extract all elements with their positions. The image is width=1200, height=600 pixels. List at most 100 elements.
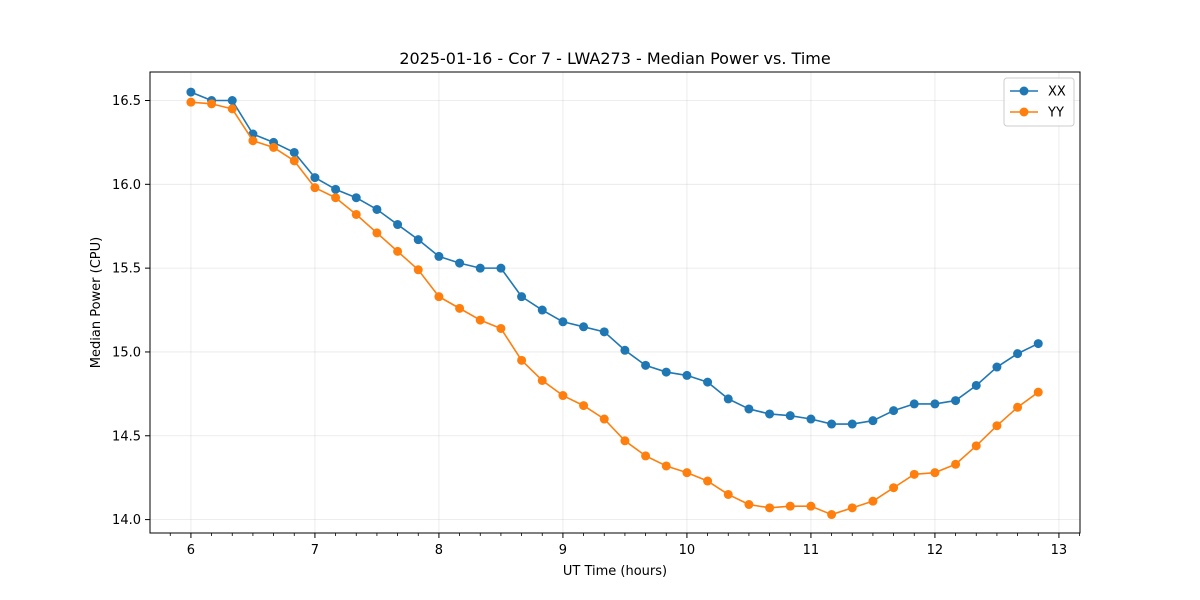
- data-point-xx: [372, 204, 382, 214]
- data-point-xx: [889, 406, 899, 416]
- data-point-yy: [703, 476, 713, 486]
- data-point-yy: [930, 468, 940, 478]
- data-point-xx: [455, 258, 465, 268]
- data-point-yy: [765, 503, 775, 513]
- y-tick-label: 15.5: [112, 262, 141, 277]
- data-point-xx: [496, 263, 506, 273]
- x-tick-label: 6: [187, 543, 195, 558]
- data-point-yy: [785, 501, 795, 511]
- legend-label-xx: XX: [1048, 85, 1066, 100]
- data-point-xx: [765, 409, 775, 419]
- data-point-yy: [992, 421, 1002, 431]
- data-point-xx: [723, 394, 733, 404]
- data-point-yy: [310, 183, 320, 193]
- data-point-yy: [248, 136, 258, 146]
- y-tick-label: 16.0: [112, 178, 141, 193]
- data-point-xx: [992, 362, 1002, 372]
- data-point-xx: [599, 327, 609, 337]
- data-point-yy: [1013, 402, 1023, 412]
- data-point-yy: [661, 461, 671, 471]
- plot-frame: [149, 71, 1081, 534]
- y-tick-label: 14.5: [112, 429, 141, 444]
- y-tick-label: 14.0: [112, 513, 141, 528]
- tick-layer: 6 7 8 9 10 11 12 13 14.0 14.5 15.0 15.5 16.0 16.5: [112, 94, 1080, 558]
- data-point-yy: [351, 209, 361, 219]
- data-point-xx: [785, 411, 795, 421]
- data-point-yy: [496, 323, 506, 333]
- data-point-yy: [455, 303, 465, 313]
- data-point-yy: [186, 97, 196, 107]
- data-point-yy: [682, 468, 692, 478]
- data-point-xx: [827, 419, 837, 429]
- data-point-yy: [723, 489, 733, 499]
- data-point-yy: [393, 246, 403, 256]
- data-point-yy: [207, 99, 217, 109]
- x-axis-label: UT Time (hours): [563, 564, 667, 579]
- data-point-yy: [227, 104, 237, 114]
- x-tick-label: 10: [679, 543, 696, 558]
- legend-label-yy: YY: [1047, 106, 1064, 121]
- data-point-yy: [1033, 387, 1043, 397]
- data-point-yy: [372, 228, 382, 238]
- data-point-yy: [909, 469, 919, 479]
- data-point-yy: [971, 441, 981, 451]
- data-point-yy: [641, 451, 651, 461]
- data-point-yy: [889, 483, 899, 493]
- x-tick-label: 8: [435, 543, 443, 558]
- data-point-xx: [661, 367, 671, 377]
- data-point-yy: [868, 496, 878, 506]
- data-point-xx: [620, 345, 630, 355]
- data-point-xx: [1033, 339, 1043, 349]
- legend-marker-yy: [1019, 107, 1029, 117]
- data-point-xx: [703, 377, 713, 387]
- y-tick-label: 15.0: [112, 345, 141, 360]
- series-layer: [186, 87, 1043, 520]
- data-point-xx: [909, 399, 919, 409]
- data-point-yy: [599, 414, 609, 424]
- data-point-xx: [289, 147, 299, 157]
- y-axis-label: Median Power (CPU): [89, 237, 104, 368]
- chart-title: 2025-01-16 - Cor 7 - LWA273 - Median Pow…: [399, 49, 830, 68]
- data-point-xx: [806, 414, 816, 424]
- data-point-yy: [847, 503, 857, 513]
- data-point-xx: [434, 251, 444, 261]
- legend-marker-xx: [1019, 86, 1029, 96]
- data-point-yy: [269, 142, 279, 152]
- data-point-yy: [475, 315, 485, 325]
- data-point-xx: [475, 263, 485, 273]
- data-point-xx: [971, 380, 981, 390]
- x-tick-label: 7: [311, 543, 319, 558]
- data-point-yy: [579, 401, 589, 411]
- data-point-yy: [413, 265, 423, 275]
- data-point-xx: [1013, 349, 1023, 359]
- x-tick-label: 9: [559, 543, 567, 558]
- data-point-yy: [517, 355, 527, 365]
- data-point-yy: [744, 500, 754, 510]
- grid-layer: [150, 72, 1080, 533]
- data-point-yy: [620, 436, 630, 446]
- data-point-xx: [186, 87, 196, 97]
- data-point-xx: [744, 404, 754, 414]
- legend: XX YY: [1003, 77, 1075, 127]
- data-point-yy: [331, 193, 341, 203]
- y-tick-label: 16.5: [112, 94, 141, 109]
- data-point-yy: [537, 375, 547, 385]
- data-point-xx: [558, 317, 568, 327]
- data-point-yy: [434, 292, 444, 302]
- data-point-xx: [682, 370, 692, 380]
- data-point-xx: [930, 399, 940, 409]
- series-yy: [186, 97, 1043, 520]
- data-point-xx: [847, 419, 857, 429]
- x-tick-label: 12: [927, 543, 944, 558]
- data-point-xx: [310, 173, 320, 183]
- data-point-xx: [331, 184, 341, 194]
- data-point-xx: [641, 360, 651, 370]
- data-point-yy: [289, 156, 299, 166]
- data-point-xx: [227, 95, 237, 105]
- data-point-xx: [517, 292, 527, 302]
- x-tick-label: 11: [803, 543, 820, 558]
- data-point-yy: [558, 391, 568, 401]
- data-point-xx: [579, 322, 589, 332]
- data-point-yy: [951, 459, 961, 469]
